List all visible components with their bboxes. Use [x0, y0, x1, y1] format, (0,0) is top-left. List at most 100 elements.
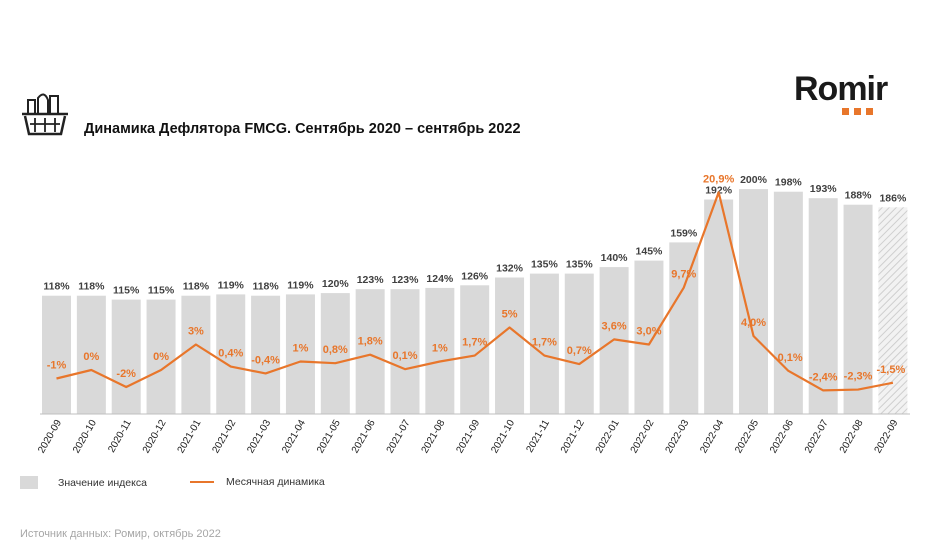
bar-label-2022-07: 193%: [810, 183, 838, 195]
bar-2021-01: [181, 295, 211, 414]
bar-2022-05: [739, 189, 768, 414]
line-label-2021-02: 0,4%: [218, 348, 243, 360]
source-note: Источник данных: Ромир, октябрь 2022: [20, 528, 221, 540]
x-tick-2021-04: 2021-04: [280, 418, 308, 456]
bar-label-2021-04: 119%: [287, 279, 314, 291]
x-tick-2021-03: 2021-03: [245, 418, 273, 456]
line-label-2021-05: 0,8%: [323, 344, 348, 356]
x-tick-2021-05: 2021-05: [315, 418, 343, 456]
line-label-2021-08: 1%: [432, 343, 448, 355]
legend-label-monthly: Месячная динамика: [226, 476, 325, 488]
x-tick-2021-10: 2021-10: [489, 418, 517, 456]
romir-logo: Romir: [794, 70, 910, 118]
bar-2021-11: [529, 273, 559, 414]
bar-label-2021-01: 118%: [183, 281, 210, 293]
line-label-2022-03: 9,7%: [671, 269, 696, 281]
line-label-2021-07: 0,1%: [392, 350, 417, 362]
bar-label-2022-04: 192%: [705, 185, 733, 197]
basket-icon: [22, 93, 68, 136]
line-label-2022-08: -2,3%: [844, 371, 873, 383]
line-label-2022-04: 20,9%: [703, 173, 734, 185]
legend-swatch-line: [190, 481, 214, 483]
line-label-2021-06: 1,8%: [358, 336, 383, 348]
logo-dots: [842, 108, 878, 115]
bar-label-2021-05: 120%: [322, 278, 350, 290]
x-tick-2022-06: 2022-06: [768, 418, 796, 456]
x-tick-2021-01: 2021-01: [176, 418, 204, 456]
x-tick-2021-02: 2021-02: [210, 418, 238, 456]
monthly-dynamics-line: [56, 191, 894, 392]
x-tick-2022-04: 2022-04: [698, 418, 726, 456]
bar-2021-04: [285, 294, 315, 414]
x-tick-2022-03: 2022-03: [664, 418, 692, 456]
line-label-2021-09: 1,7%: [462, 337, 487, 349]
bar-label-2022-08: 188%: [845, 190, 873, 202]
bar-label-2022-06: 198%: [775, 177, 803, 189]
bar-label-2021-06: 123%: [357, 274, 385, 286]
line-label-2021-10: 5%: [502, 309, 518, 321]
bar-2021-02: [216, 294, 246, 414]
bar-2021-03: [251, 295, 281, 414]
line-label-2021-03: -0,4%: [251, 354, 280, 366]
x-tick-2022-01: 2022-01: [594, 418, 622, 456]
bar-2022-09: [878, 207, 908, 414]
line-label-2020-12: 0%: [153, 351, 169, 363]
x-tick-2021-08: 2021-08: [420, 418, 448, 456]
bar-label-2022-02: 145%: [636, 246, 664, 258]
x-tick-2021-11: 2021-11: [524, 418, 552, 455]
bar-2021-07: [390, 289, 420, 414]
bar-label-2022-01: 140%: [601, 252, 629, 264]
x-tick-2020-10: 2020-10: [71, 418, 99, 456]
bar-label-2022-03: 159%: [670, 227, 698, 239]
x-tick-2022-05: 2022-05: [733, 418, 761, 456]
line-label-2021-11: 1,7%: [532, 337, 557, 349]
bar-label-2021-10: 132%: [496, 263, 524, 275]
bar-2021-06: [355, 289, 385, 414]
x-tick-2020-11: 2020-11: [106, 418, 134, 455]
bar-2021-09: [460, 285, 490, 414]
line-label-2020-09: -1%: [47, 360, 67, 372]
bar-label-2021-11: 135%: [531, 259, 559, 271]
bar-label-2021-08: 124%: [426, 273, 454, 285]
bar-2022-02: [634, 260, 664, 414]
bar-2022-08: [843, 204, 873, 414]
line-label-2021-04: 1%: [292, 343, 308, 355]
bar-label-2020-09: 118%: [43, 281, 70, 293]
bars-group: [42, 189, 908, 414]
x-tick-2022-02: 2022-02: [629, 418, 657, 456]
x-tick-2022-08: 2022-08: [838, 418, 866, 456]
x-tick-2021-06: 2021-06: [350, 418, 378, 456]
bar-label-2021-02: 119%: [218, 279, 245, 291]
legend-item-index: Значение индекса: [20, 476, 147, 489]
x-tick-labels-group: 2020-09 2020-10 2020-11 2020-12 2021-01 2021-…: [36, 418, 900, 456]
line-label-2020-11: -2%: [116, 368, 136, 380]
bar-2020-09: [42, 295, 71, 414]
bar-2021-10: [495, 277, 525, 414]
x-tick-2022-09: 2022-09: [873, 418, 901, 456]
bar-label-2020-12: 115%: [148, 285, 175, 297]
bar-2021-05: [320, 293, 350, 414]
x-tick-2020-09: 2020-09: [36, 418, 64, 456]
line-label-2022-01: 3,6%: [602, 320, 627, 332]
legend-item-monthly: Месячная динамика: [190, 476, 325, 488]
legend-swatch-bar: [20, 476, 38, 489]
line-labels-group: -1% 0% -2% 0% 3% 0,4% -0,4% 1% 0,8% 1,8% 0,1% 1% 1,7…: [47, 173, 906, 383]
bar-labels-group: 118% 118% 115% 115% 118% 119% 118% 119% 120% 123%…: [43, 174, 907, 297]
bar-label-2021-09: 126%: [461, 270, 489, 282]
fmcg-deflator-chart: 118% 118% 115% 115% 118% 119% 118% 119% 120% 123%…: [36, 173, 910, 456]
x-tick-2021-09: 2021-09: [454, 418, 482, 456]
line-label-2022-09: -1,5%: [877, 364, 906, 376]
x-tick-2021-07: 2021-07: [385, 418, 413, 456]
bar-2022-07: [808, 198, 838, 414]
line-label-2021-01: 3%: [188, 326, 204, 338]
bar-2020-12: [146, 299, 176, 414]
bar-2021-12: [564, 273, 594, 414]
bar-label-2020-11: 115%: [113, 285, 140, 297]
line-label-2021-12: 0,7%: [567, 345, 592, 357]
line-label-2022-06: -0,1%: [774, 352, 803, 364]
logo-text: Romir: [794, 70, 888, 108]
bar-label-2022-05: 200%: [740, 174, 768, 186]
bar-2021-08: [425, 287, 455, 414]
line-label-2022-07: -2,4%: [809, 371, 838, 383]
line-label-2020-10: 0%: [83, 351, 99, 363]
